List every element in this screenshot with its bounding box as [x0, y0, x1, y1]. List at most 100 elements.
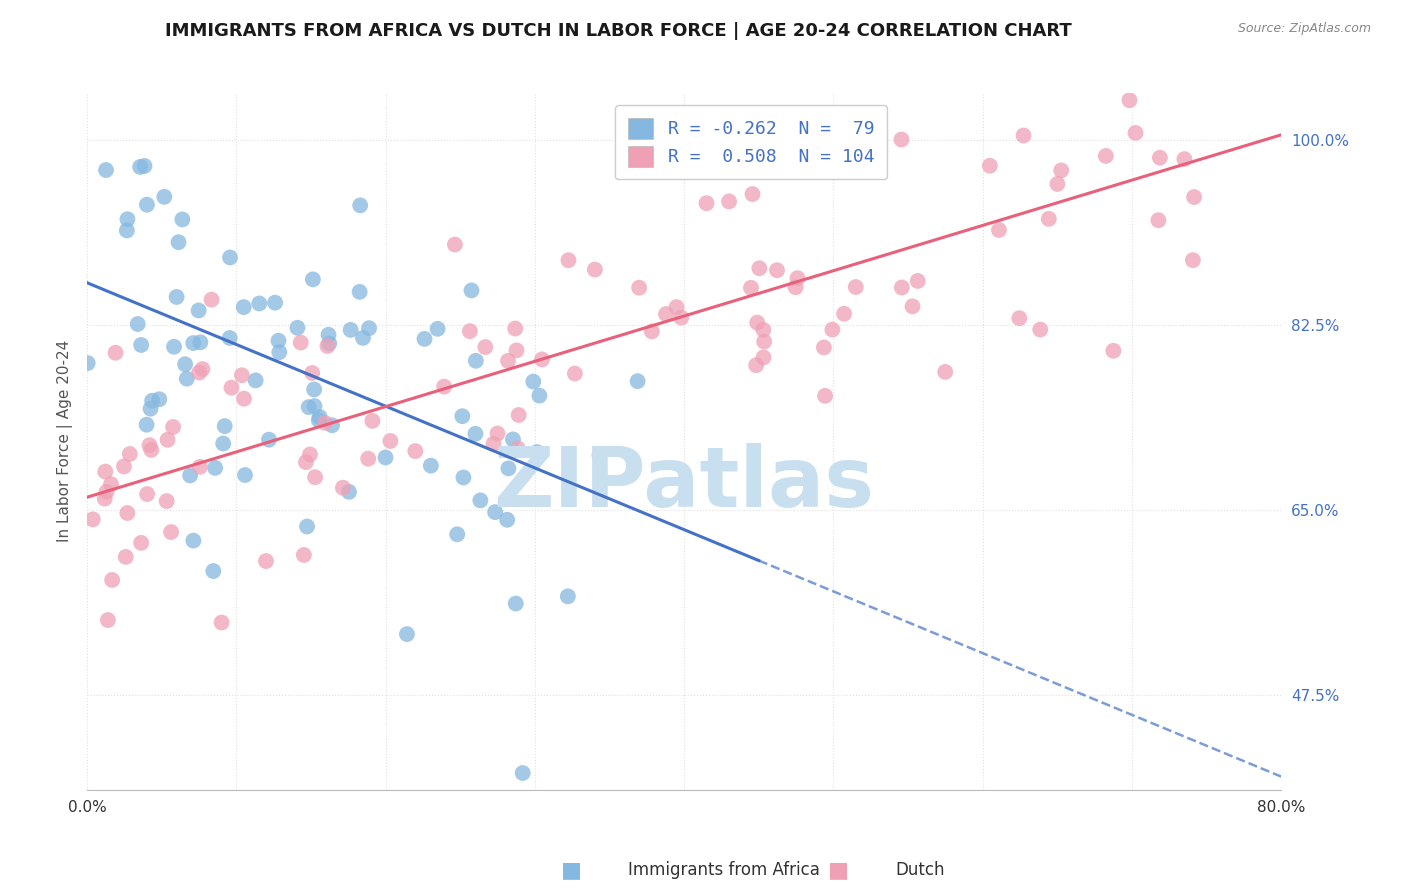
Point: [304, 470, 326, 484]
Point: [82, 512, 104, 526]
Point: [890, 132, 912, 146]
Point: [181, 336, 204, 351]
Point: [1050, 163, 1073, 178]
Point: [316, 339, 339, 353]
Point: [292, 548, 315, 562]
Point: [76, 356, 98, 370]
Point: [127, 317, 149, 331]
Text: IMMIGRANTS FROM AFRICA VS DUTCH IN LABOR FORCE | AGE 20-24 CORRELATION CHART: IMMIGRANTS FROM AFRICA VS DUTCH IN LABOR…: [166, 22, 1071, 40]
Point: [163, 340, 186, 354]
Point: [1102, 343, 1125, 358]
Point: [821, 322, 844, 336]
Point: [626, 374, 648, 388]
Text: Immigrants from Africa: Immigrants from Africa: [628, 861, 820, 879]
Point: [233, 392, 256, 406]
Point: [655, 307, 678, 321]
Point: [433, 379, 456, 393]
Text: ■: ■: [561, 860, 582, 880]
Point: [188, 459, 211, 474]
Point: [233, 468, 256, 483]
Point: [93, 491, 115, 506]
Point: [134, 159, 156, 173]
Point: [1173, 152, 1195, 166]
Point: [94, 163, 117, 178]
Point: [304, 399, 326, 413]
Text: Source: ZipAtlas.com: Source: ZipAtlas.com: [1237, 22, 1371, 36]
Point: [745, 358, 768, 372]
Point: [814, 389, 837, 403]
Point: [1118, 93, 1140, 107]
Point: [395, 627, 418, 641]
Point: [337, 484, 360, 499]
Point: [785, 280, 807, 294]
Point: [118, 447, 141, 461]
Point: [786, 271, 808, 285]
Point: [1173, 39, 1195, 54]
Point: [295, 519, 318, 533]
Point: [718, 194, 741, 209]
Point: [464, 426, 486, 441]
Point: [97, 613, 120, 627]
Point: [117, 212, 139, 227]
Point: [505, 343, 527, 358]
Point: [114, 549, 136, 564]
Legend: R = -0.262  N =  79, R =  0.508  N = 104: R = -0.262 N = 79, R = 0.508 N = 104: [616, 105, 887, 179]
Point: [752, 323, 775, 337]
Point: [665, 300, 688, 314]
Point: [349, 198, 371, 212]
Point: [257, 433, 280, 447]
Point: [129, 536, 152, 550]
Point: [202, 564, 225, 578]
Point: [747, 316, 769, 330]
Point: [671, 310, 693, 325]
Point: [496, 354, 519, 368]
Point: [508, 408, 530, 422]
Point: [302, 383, 325, 397]
Point: [505, 597, 527, 611]
Point: [96, 484, 118, 499]
Text: Dutch: Dutch: [896, 861, 945, 879]
Text: ■: ■: [828, 860, 849, 880]
Point: [156, 494, 179, 508]
Point: [1038, 211, 1060, 226]
Point: [287, 320, 309, 334]
Point: [987, 223, 1010, 237]
Point: [374, 450, 396, 465]
Point: [1095, 149, 1118, 163]
Point: [1149, 151, 1171, 165]
Point: [426, 322, 449, 336]
Point: [404, 444, 426, 458]
Point: [245, 373, 267, 387]
Point: [94, 465, 117, 479]
Point: [166, 290, 188, 304]
Point: [302, 272, 325, 286]
Point: [298, 400, 321, 414]
Point: [148, 392, 170, 407]
Point: [890, 280, 912, 294]
Point: [139, 401, 162, 416]
Point: [167, 235, 190, 249]
Point: [1029, 322, 1052, 336]
Point: [172, 212, 194, 227]
Point: [162, 420, 184, 434]
Point: [232, 300, 254, 314]
Point: [564, 367, 586, 381]
Point: [1147, 213, 1170, 227]
Point: [934, 365, 956, 379]
Point: [349, 285, 371, 299]
Point: [474, 340, 496, 354]
Point: [321, 418, 343, 433]
Point: [188, 335, 211, 350]
Point: [498, 461, 520, 475]
Point: [1012, 128, 1035, 143]
Point: [219, 251, 242, 265]
Point: [1181, 253, 1204, 268]
Point: [298, 447, 321, 461]
Point: [153, 190, 176, 204]
Point: [740, 281, 762, 295]
Point: [460, 284, 482, 298]
Point: [115, 223, 138, 237]
Point: [218, 331, 240, 345]
Point: [486, 426, 509, 441]
Point: [247, 296, 270, 310]
